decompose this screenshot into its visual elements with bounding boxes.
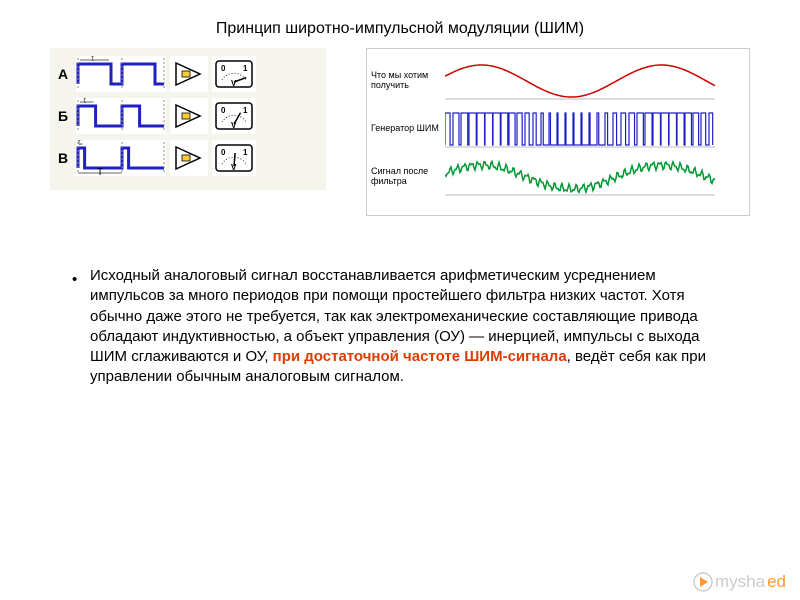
signal-wave [445, 155, 739, 199]
amplifier-icon [170, 140, 208, 176]
signal-label: Сигнал после фильтра [371, 167, 445, 187]
footer-text: mysha [715, 572, 765, 592]
left-pwm-diagram: Аt01VБt01VВtT01V [50, 48, 326, 190]
signal-label: Генератор ШИМ [371, 124, 445, 134]
description-paragraph: • Исходный аналоговый сигнал восстанавли… [0, 216, 800, 388]
pwm-row: Аt 0 1V [58, 56, 318, 92]
signal-row: Что мы хотим получить [371, 57, 739, 105]
svg-text:1: 1 [243, 106, 248, 115]
signal-wave [445, 59, 739, 103]
pwm-row: Бt 0 1V [58, 98, 318, 134]
watermark: myshaed [693, 572, 786, 592]
square-wave: t [76, 98, 166, 134]
page-title: Принцип широтно-импульсной модуляции (ШИ… [0, 0, 800, 48]
svg-text:0: 0 [221, 64, 226, 73]
signal-row: Сигнал после фильтра [371, 153, 739, 201]
svg-text:V: V [231, 79, 237, 88]
text-highlight: при достаточной частоте ШИМ-сигнала [273, 348, 567, 365]
row-label: Б [58, 108, 72, 124]
square-wave: tT [76, 140, 166, 176]
svg-text:V: V [231, 163, 237, 172]
svg-text:V: V [231, 121, 237, 130]
svg-text:0: 0 [221, 106, 226, 115]
right-signals-diagram: Что мы хотим получить Генератор ШИМ Сигнал… [366, 48, 750, 216]
play-icon [693, 572, 713, 592]
signal-label: Что мы хотим получить [371, 71, 445, 91]
svg-text:1: 1 [243, 148, 248, 157]
square-wave: t [76, 56, 166, 92]
signal-row: Генератор ШИМ [371, 105, 739, 153]
svg-text:0: 0 [221, 148, 226, 157]
diagrams-container: Аt01VБt01VВtT01V Что мы хотим получитьГе… [0, 48, 800, 216]
voltmeter-icon: 0 1V [212, 98, 256, 134]
signal-wave [445, 107, 739, 151]
amplifier-icon [170, 56, 208, 92]
svg-text:1: 1 [243, 64, 248, 73]
bullet-icon: • [72, 270, 77, 290]
pwm-row: ВtT 0 1V [58, 140, 318, 176]
footer-text-accent: ed [767, 572, 786, 592]
voltmeter-icon: 0 1V [212, 140, 256, 176]
row-label: В [58, 150, 72, 166]
row-label: А [58, 66, 72, 82]
amplifier-icon [170, 98, 208, 134]
svg-text:T: T [97, 167, 103, 176]
voltmeter-icon: 0 1V [212, 56, 256, 92]
